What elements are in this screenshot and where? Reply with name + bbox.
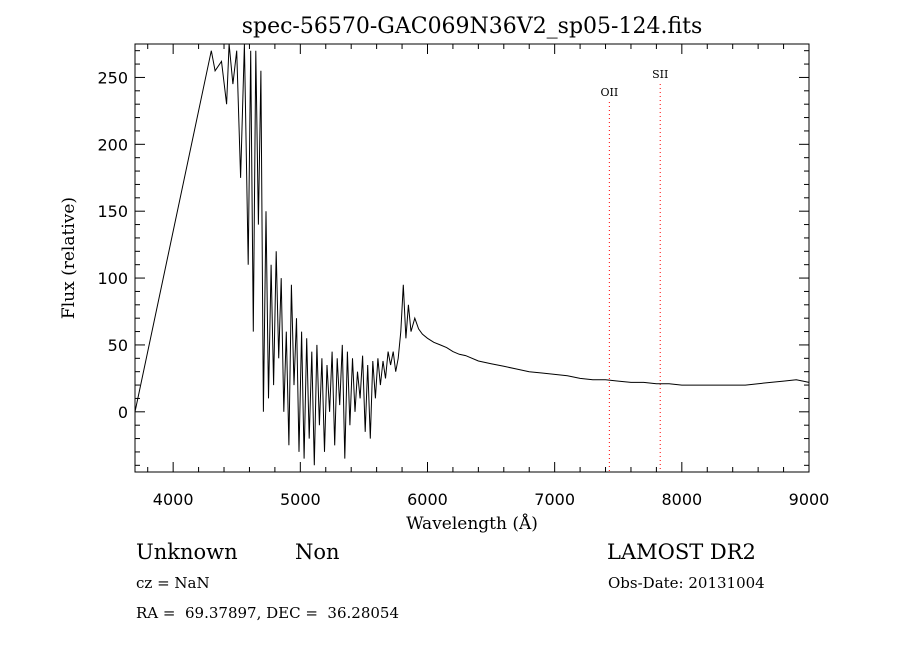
x-tick-label: 9000: [789, 490, 830, 509]
y-tick-label: 150: [97, 202, 128, 221]
axis-ticks: [135, 44, 810, 472]
x-axis-label: Wavelength (Å): [406, 513, 538, 534]
emission-line-label: SII: [652, 68, 668, 81]
object-subclass: Non: [295, 540, 340, 564]
x-tick-label: 5000: [280, 490, 321, 509]
coordinates: RA = 69.37897, DEC = 36.28054: [136, 604, 400, 622]
x-tick-label: 8000: [661, 490, 702, 509]
plot-frame: [134, 43, 810, 473]
emission-lines: OII SII: [600, 68, 668, 472]
spectrum-line: [134, 43, 810, 466]
object-class: Unknown: [136, 540, 238, 564]
survey-name: LAMOST DR2: [607, 540, 756, 564]
x-tick-label: 7000: [534, 490, 575, 509]
redshift-info: cz = NaN: [136, 574, 210, 592]
y-tick-label: 200: [97, 135, 128, 154]
y-tick-labels: 0 50 100 150 200 250: [97, 68, 128, 421]
y-tick-label: 250: [97, 68, 128, 87]
spectrum-chart: spec-56570-GAC069N36V2_sp05-124.fits 400…: [59, 14, 830, 534]
y-tick-label: 100: [97, 269, 128, 288]
y-tick-label: 0: [118, 403, 128, 422]
obs-date: Obs-Date: 20131004: [608, 574, 765, 592]
y-tick-label: 50: [108, 336, 128, 355]
x-tick-label: 6000: [407, 490, 448, 509]
x-tick-label: 4000: [153, 490, 194, 509]
x-tick-labels: 4000 5000 6000 7000 8000 9000: [153, 490, 830, 509]
chart-title: spec-56570-GAC069N36V2_sp05-124.fits: [242, 14, 703, 39]
y-axis-label: Flux (relative): [59, 197, 79, 319]
emission-line-label: OII: [600, 86, 618, 99]
